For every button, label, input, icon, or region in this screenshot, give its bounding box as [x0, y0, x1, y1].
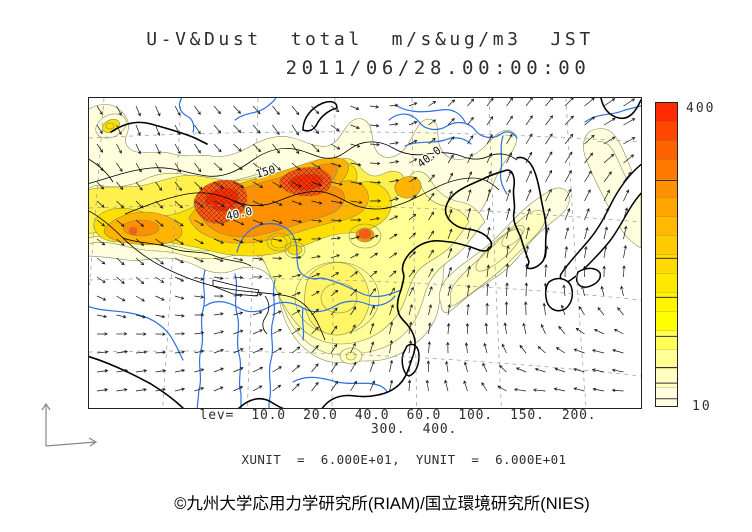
colorbar-canvas: 400 10	[655, 101, 715, 414]
axes-indicator-icon	[41, 402, 98, 447]
country-borders	[89, 141, 518, 341]
colorbar-min-label: 10	[692, 399, 712, 414]
axis-units-line: XUNIT = 6.000E+01, YUNIT = 6.000E+01	[241, 452, 567, 467]
colorbar-max-label: 400	[686, 101, 715, 116]
dust-contour-fills	[89, 104, 641, 365]
contour-levels-line1: lev= 10.0 20.0 40.0 60.0 100. 150. 200.	[199, 408, 597, 423]
kyushu-island	[544, 277, 574, 312]
copyright-credit: ©九州大学応用力学研究所(RIAM)/国立環境研究所(NIES)	[174, 495, 590, 513]
lake-baikal	[302, 100, 338, 132]
contour-label-150: 150	[254, 163, 277, 181]
map-panel: 150 40.0 40.0	[88, 97, 642, 409]
plot-title: U-V&Dust total m/s&ug/m3 JST	[146, 29, 594, 50]
honshu-island	[559, 163, 641, 284]
plot-timestamp: 2011/06/28.00:00:00	[285, 57, 591, 79]
shikoku-island	[575, 267, 602, 288]
colorbar-frame	[655, 102, 678, 407]
rivers	[89, 98, 641, 408]
colorbar-segments	[655, 102, 678, 407]
wind-vector-field	[96, 98, 636, 392]
colorbar: 400 10	[650, 95, 750, 420]
mountain-ridge-line	[110, 121, 208, 145]
dust-map-canvas: 150 40.0 40.0	[89, 98, 641, 408]
contour-levels-line2: 300. 400.	[370, 422, 458, 437]
